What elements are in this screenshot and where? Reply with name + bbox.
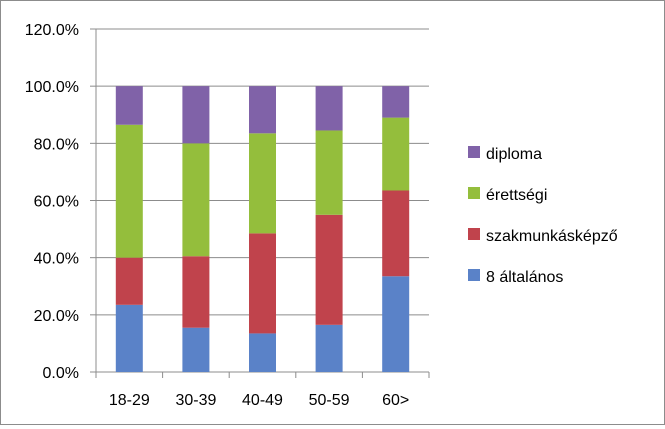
legend-swatch-3 (468, 146, 480, 158)
legend-label: szakmunkásképző (486, 228, 618, 245)
y-tick-label: 120.0% (25, 22, 79, 39)
tick-labels: 0.0% 20.0% 40.0% 60.0% 80.0% 100.0% 120.0% 18-2… (25, 22, 410, 409)
bar-segment-0-2 (249, 333, 276, 372)
bars (115, 86, 410, 372)
x-tick-label: 30-39 (175, 392, 216, 409)
bar-segment-2-1 (182, 143, 210, 257)
bar-segment-3-4 (382, 86, 410, 118)
x-tick-label: 40-49 (242, 392, 283, 409)
bar-segment-0-1 (182, 327, 210, 372)
legend-swatch-0 (468, 269, 480, 281)
y-tick-label: 100.0% (25, 79, 79, 96)
y-tick-label: 0.0% (43, 365, 79, 382)
bar-segment-2-0 (115, 124, 143, 258)
bar-segment-0-3 (315, 324, 343, 372)
y-tick-label: 20.0% (34, 308, 79, 325)
bar-segment-3-1 (182, 86, 210, 144)
bar-segment-0-4 (382, 276, 410, 372)
legend-label: 8 általános (486, 269, 563, 286)
x-tick-label: 60> (382, 392, 409, 409)
bar-segment-3-2 (249, 86, 276, 134)
x-tick-label: 50-59 (309, 392, 350, 409)
bar-segment-2-2 (249, 133, 276, 234)
legend-label: diploma (486, 146, 542, 163)
bar-segment-1-2 (249, 233, 276, 334)
legend-swatch-1 (468, 228, 480, 240)
bar-segment-2-4 (382, 117, 410, 191)
bar-segment-0-0 (115, 304, 143, 372)
legend: diploma érettségi szakmunkásképző 8 általán… (468, 146, 618, 286)
legend-label: érettségi (486, 187, 547, 204)
bar-segment-1-3 (315, 214, 343, 325)
bar-segment-1-0 (115, 257, 143, 305)
y-tick-label: 80.0% (34, 136, 79, 153)
x-tick-label: 18-29 (109, 392, 150, 409)
bar-segment-1-1 (182, 256, 210, 328)
bar-segment-3-3 (315, 86, 343, 131)
y-tick-label: 60.0% (34, 194, 79, 211)
bar-segment-2-3 (315, 130, 343, 215)
legend-swatch-2 (468, 187, 480, 199)
y-tick-label: 40.0% (34, 251, 79, 268)
bar-segment-3-0 (115, 86, 143, 125)
bar-segment-1-4 (382, 190, 410, 277)
